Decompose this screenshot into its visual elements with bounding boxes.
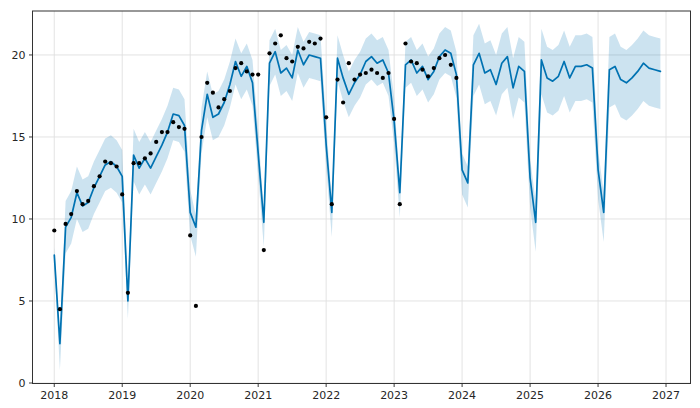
observation-dot [358,73,362,77]
observation-dot [58,307,62,311]
observation-dot [318,37,322,41]
observation-dot [443,53,447,57]
observation-dot [409,59,413,63]
observation-dot [171,120,175,124]
observation-dot [454,76,458,80]
observation-dot [98,174,102,178]
observation-dot [279,33,283,37]
observation-dot [437,56,441,60]
observation-dot [211,91,215,95]
observation-dot [245,69,249,73]
x-tick-label: 2026 [584,389,612,402]
x-axis-tick-labels: 2018 2019 2020 2021 2022 2023 2024 2025 2026 2027 [40,384,680,402]
observation-dot [205,81,209,85]
observation-dot [239,61,243,65]
observation-dot [369,68,373,72]
observation-dot [341,100,345,104]
observation-dot [165,130,169,134]
observation-dot [273,41,277,45]
x-tick-label: 2023 [380,389,408,402]
observation-dot [290,59,294,63]
observation-dot [432,66,436,70]
y-tick-label: 15 [12,131,26,144]
observation-dot [222,97,226,101]
observation-dot [381,76,385,80]
observation-dot [267,51,271,55]
prophet-forecast-chart: 2018 2019 2020 2021 2022 2023 2024 2025 2026 2027… [0,0,700,408]
observation-dot [149,151,153,155]
x-tick-label: 2022 [312,389,340,402]
observation-dot [75,189,79,193]
observation-dot [154,140,158,144]
observation-dot [160,130,164,134]
observation-dot [307,40,311,44]
observation-dot [403,41,407,45]
observation-dot [103,160,107,164]
observation-dot [398,202,402,206]
x-tick-label: 2027 [652,389,680,402]
observation-dot [375,71,379,75]
observation-dot [233,66,237,70]
x-tick-label: 2021 [244,389,272,402]
x-tick-label: 2019 [108,389,136,402]
observation-dot [188,233,192,237]
x-tick-label: 2020 [176,389,204,402]
x-tick-label: 2024 [448,389,476,402]
observation-dot [182,127,186,131]
observation-dot [415,61,419,65]
observation-dot [386,71,390,75]
observation-dot [137,161,141,165]
observation-dot [194,304,198,308]
observation-dot [301,46,305,50]
forecast-chart-figure: 2018 2019 2020 2021 2022 2023 2024 2025 2026 2027… [0,0,700,408]
observation-dot [109,161,113,165]
observation-dot [216,105,220,109]
y-tick-label: 5 [19,295,26,308]
observation-dot [81,202,85,206]
y-tick-label: 10 [12,213,26,226]
observation-dot [177,125,181,129]
y-tick-label: 20 [12,49,26,62]
x-tick-label: 2018 [40,389,68,402]
observation-dot [256,73,260,77]
observation-dot [296,45,300,49]
observation-dot [347,61,351,65]
observation-dot [86,199,90,203]
observation-dot [330,202,334,206]
observation-dot [120,192,124,196]
observation-dot [392,117,396,121]
y-axis-tick-labels: 0 5 10 15 20 [12,49,33,390]
observation-dot [335,78,339,82]
observation-dot [228,89,232,93]
observation-dot [52,228,56,232]
observation-dot [426,74,430,78]
observation-dot [324,115,328,119]
observation-dot [352,78,356,82]
observation-dot [115,164,119,168]
observation-dot [364,71,368,75]
observation-dot [143,156,147,160]
y-tick-label: 0 [19,377,26,390]
observation-dot [284,56,288,60]
observation-dot [313,41,317,45]
observation-dot [449,63,453,67]
observation-dot [64,222,68,226]
x-tick-label: 2025 [516,389,544,402]
observation-dot [92,184,96,188]
observation-dot [69,212,73,216]
observation-dot [262,248,266,252]
observation-dot [420,68,424,72]
observation-dot [250,73,254,77]
observation-dot [132,161,136,165]
observation-dot [126,291,130,295]
observation-dot [199,135,203,139]
